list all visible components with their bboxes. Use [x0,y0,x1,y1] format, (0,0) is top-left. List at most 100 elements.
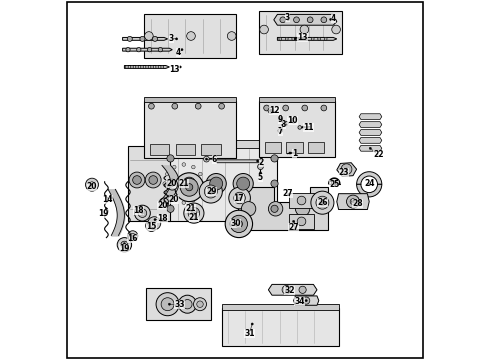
Text: 2: 2 [259,158,264,167]
Circle shape [298,37,301,40]
Circle shape [311,37,314,40]
Circle shape [171,184,173,186]
Circle shape [154,219,156,221]
Circle shape [297,196,306,205]
Circle shape [133,176,141,184]
Circle shape [352,201,354,203]
Circle shape [227,32,236,40]
Circle shape [291,118,296,123]
Circle shape [205,158,208,160]
Circle shape [280,17,286,23]
Wedge shape [357,172,382,184]
Circle shape [283,105,289,111]
Polygon shape [168,146,277,221]
Circle shape [117,238,132,252]
Circle shape [183,300,192,309]
Circle shape [137,48,141,52]
Circle shape [196,103,201,109]
Circle shape [288,193,290,195]
Circle shape [333,183,335,185]
Text: 23: 23 [339,168,349,177]
Circle shape [130,233,135,238]
Polygon shape [122,37,168,40]
Circle shape [242,202,256,216]
Circle shape [270,109,272,112]
Circle shape [346,195,360,208]
Circle shape [163,182,167,185]
Circle shape [206,174,226,194]
Circle shape [198,192,202,195]
Text: 18: 18 [133,206,144,215]
Bar [149,144,170,155]
Circle shape [129,172,145,188]
Text: 3: 3 [169,34,174,43]
Circle shape [148,103,154,109]
Circle shape [259,172,262,174]
Circle shape [270,109,272,112]
Circle shape [258,164,263,170]
Text: 20: 20 [169,195,179,204]
Circle shape [126,48,130,52]
Text: 19: 19 [98,209,109,218]
Circle shape [167,205,174,212]
Text: 13: 13 [297,33,308,42]
Polygon shape [359,122,382,127]
Circle shape [257,160,259,162]
Polygon shape [168,140,277,148]
Circle shape [294,38,296,40]
Circle shape [239,197,241,199]
Text: 7: 7 [278,127,283,136]
Circle shape [182,201,186,204]
Polygon shape [269,284,317,295]
Circle shape [186,184,193,191]
Circle shape [289,152,291,154]
Text: 21: 21 [178,179,189,188]
Circle shape [279,37,282,40]
Polygon shape [359,130,382,135]
Circle shape [140,36,145,41]
Polygon shape [128,146,170,221]
Text: 34: 34 [294,297,305,306]
Text: 5: 5 [258,173,263,182]
Circle shape [172,198,176,202]
Circle shape [219,103,224,109]
Polygon shape [144,101,236,158]
Text: 6: 6 [212,155,217,163]
Polygon shape [259,97,335,102]
Text: 11: 11 [303,123,314,132]
Circle shape [169,195,171,197]
Polygon shape [337,194,369,210]
Circle shape [350,199,356,204]
Circle shape [188,207,199,219]
Bar [308,142,324,153]
Circle shape [148,223,154,229]
Text: 20: 20 [166,179,176,188]
Circle shape [172,165,176,169]
Circle shape [330,18,332,21]
Circle shape [172,103,178,109]
Circle shape [192,198,195,202]
Text: 17: 17 [234,194,244,202]
Circle shape [297,217,306,226]
Circle shape [158,48,163,52]
Circle shape [278,117,282,121]
Text: 32: 32 [284,286,294,295]
Circle shape [345,168,347,170]
Text: 15: 15 [146,222,157,231]
Bar [201,144,221,155]
Text: 27: 27 [282,189,293,198]
Circle shape [208,189,214,194]
Text: 33: 33 [174,300,185,309]
Circle shape [184,203,204,223]
Text: 4: 4 [331,14,336,23]
Circle shape [210,190,212,193]
Circle shape [284,122,286,124]
Circle shape [294,17,299,23]
Circle shape [141,66,144,68]
Circle shape [147,48,152,52]
Circle shape [305,37,308,40]
Circle shape [251,323,253,325]
Circle shape [191,210,193,212]
Circle shape [105,208,107,210]
Circle shape [268,108,274,113]
